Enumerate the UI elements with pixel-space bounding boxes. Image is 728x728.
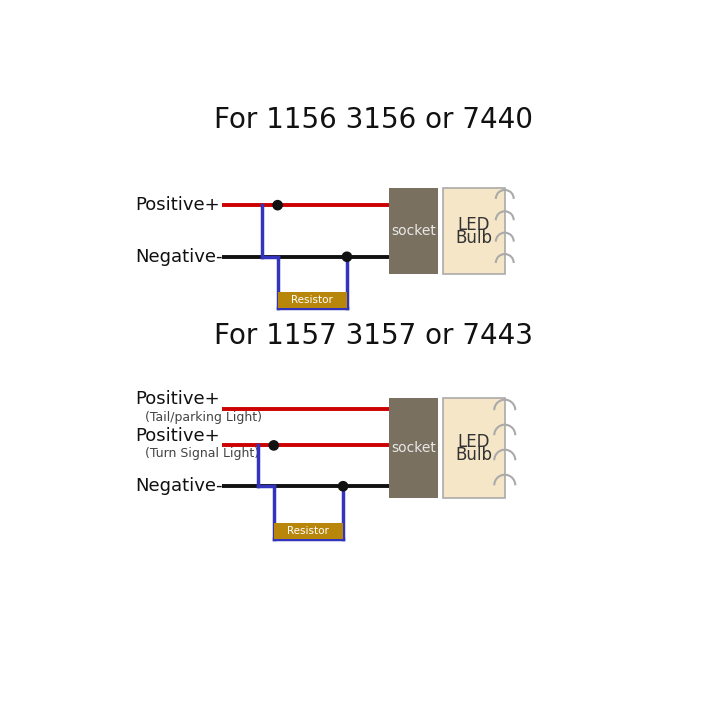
Text: Negative-: Negative- [135,478,223,495]
Text: LED: LED [458,215,490,234]
Bar [274,523,343,539]
Text: Bulb: Bulb [456,446,492,464]
Text: For 1156 3156 or 7440: For 1156 3156 or 7440 [213,106,533,135]
Bar [277,292,347,307]
Circle shape [273,200,282,210]
Bar [389,189,438,274]
Text: (Tail/parking Light): (Tail/parking Light) [145,411,262,424]
Text: For 1157 3157 or 7443: For 1157 3157 or 7443 [213,322,533,350]
Text: socket: socket [391,440,436,455]
Text: socket: socket [391,224,436,238]
Bar [443,189,505,274]
Text: (Turn Signal Light): (Turn Signal Light) [145,447,259,460]
Circle shape [339,482,348,491]
Text: Positive+: Positive+ [135,196,220,214]
Text: Positive+: Positive+ [135,390,220,408]
Text: Positive+: Positive+ [135,427,220,445]
Text: Resistor: Resistor [291,295,333,305]
Text: LED: LED [458,432,490,451]
Bar [389,397,438,498]
Text: Bulb: Bulb [456,229,492,247]
Bar [443,397,505,498]
Circle shape [342,252,352,261]
Text: Negative-: Negative- [135,248,223,266]
Circle shape [269,440,278,450]
Text: Resistor: Resistor [288,526,329,536]
